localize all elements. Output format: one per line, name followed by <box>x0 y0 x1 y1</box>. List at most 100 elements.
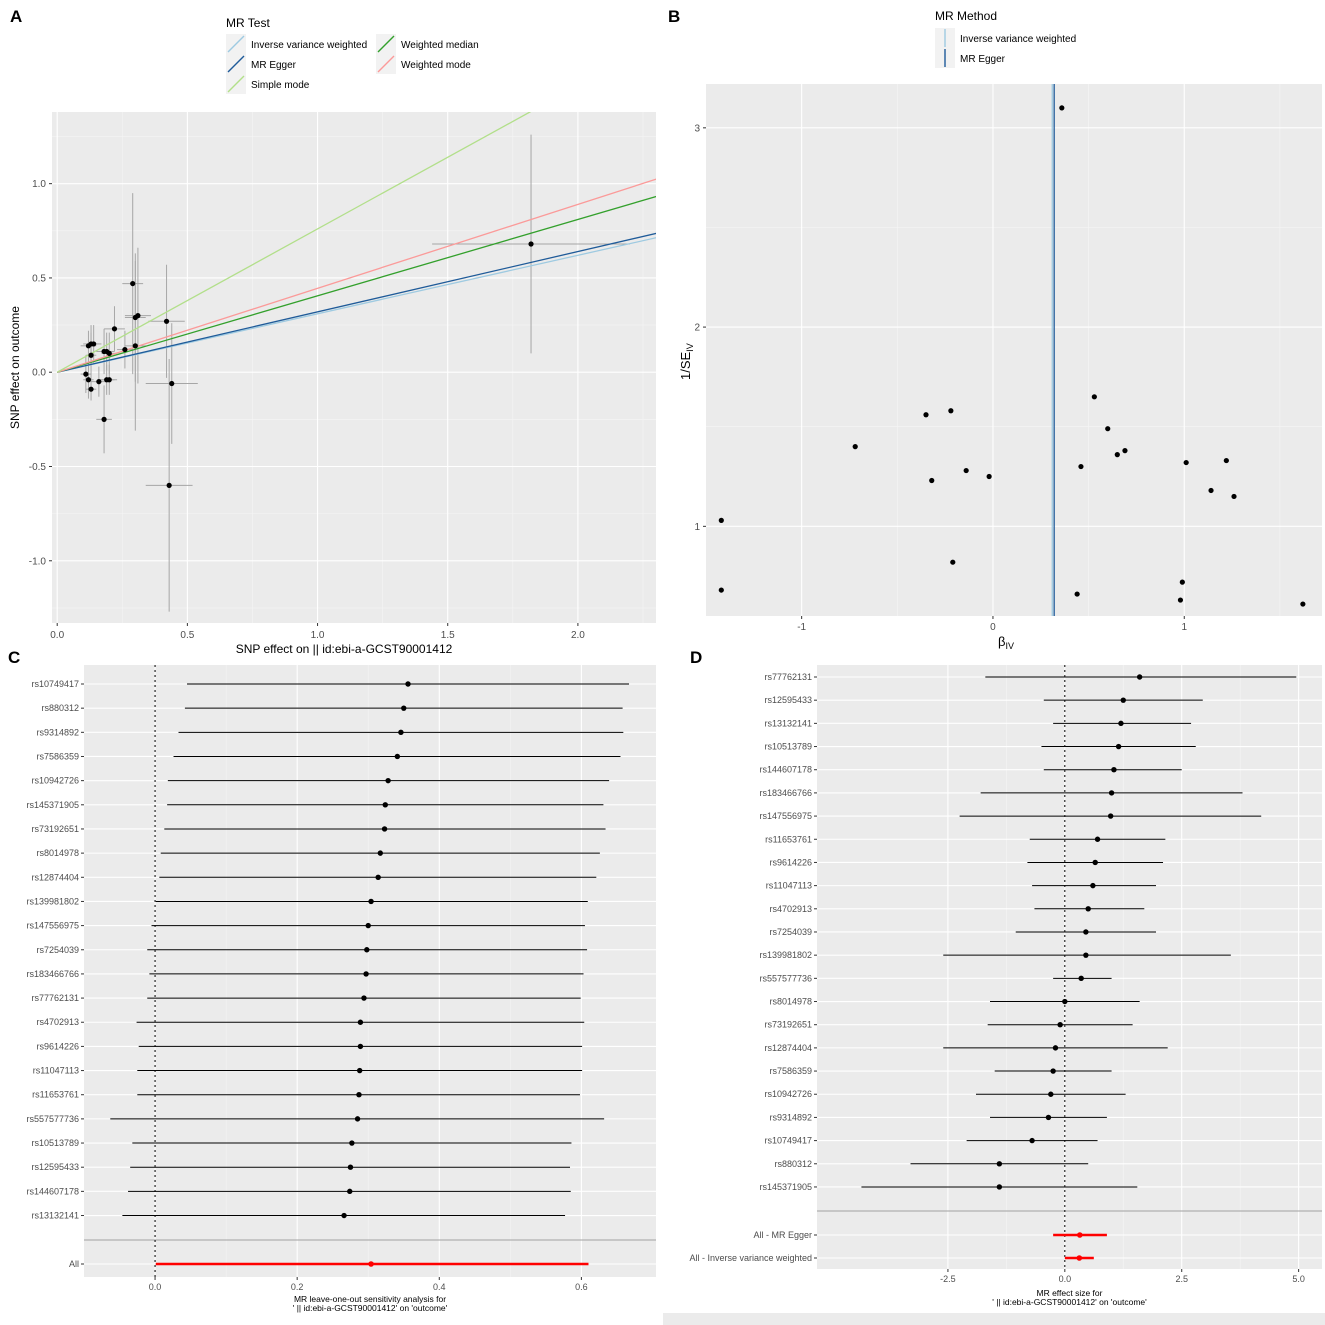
legend-key-line <box>377 55 395 73</box>
single-snp-row-label: rs144607178 <box>759 765 812 775</box>
single-snp-estimate-point <box>1092 859 1098 866</box>
loo-estimate-point <box>347 1164 354 1170</box>
x-tick-label: 1 <box>1181 622 1187 633</box>
single-snp-row-label: rs10749417 <box>764 1136 812 1146</box>
panel-letter-b: B <box>668 7 680 26</box>
funnel-point <box>1105 426 1111 432</box>
funnel-point <box>718 587 724 593</box>
loo-row-label: rs13132141 <box>31 1211 79 1221</box>
loo-estimate-point <box>364 947 370 953</box>
single-snp-estimate-point <box>1094 836 1101 842</box>
single-snp-row-label: rs147556975 <box>759 811 812 821</box>
x-tick-label: 0 <box>990 622 996 633</box>
x-tick-label: 0.0 <box>50 630 64 641</box>
single-snp-estimate-point <box>1108 790 1115 796</box>
x-axis-title: ' || id:ebi-a-GCST90001412' on 'outcome' <box>293 1303 448 1313</box>
loo-estimate-point <box>356 1092 362 1098</box>
y-axis-title-sub: IV <box>685 343 695 352</box>
loo-estimate-point <box>363 971 369 977</box>
legend-title: MR Test <box>226 16 270 30</box>
legend-label: MR Egger <box>960 54 1006 65</box>
y-tick-label: 0.0 <box>32 368 46 379</box>
x-tick-label: 0.2 <box>291 1282 304 1292</box>
funnel-point <box>1179 579 1185 585</box>
x-tick-label: 0.5 <box>180 630 194 641</box>
loo-row-label: rs73192651 <box>31 824 79 834</box>
loo-row-label: rs11653761 <box>32 1090 79 1100</box>
x-tick-label: -2.5 <box>940 1274 956 1284</box>
single-snp-row-label: rs7586359 <box>769 1066 812 1076</box>
funnel-point <box>1223 457 1229 464</box>
loo-estimate-point <box>385 777 391 784</box>
loo-estimate-point <box>405 681 411 687</box>
snp-point <box>88 386 94 392</box>
snp-point <box>166 482 172 488</box>
funnel-point <box>1091 394 1097 400</box>
loo-row-label: rs10513789 <box>31 1138 79 1148</box>
funnel-point <box>1300 601 1306 607</box>
loo-row-label: rs880312 <box>41 703 79 713</box>
single-snp-row-label: rs557577736 <box>759 973 812 983</box>
loo-row-label: rs9614226 <box>36 1041 79 1051</box>
single-snp-row-label: rs10513789 <box>764 742 812 752</box>
single-snp-estimate-point <box>1107 813 1114 819</box>
loo-estimate-point <box>361 995 367 1001</box>
legend-label: Inverse variance weighted <box>251 40 367 51</box>
snp-point <box>111 326 118 332</box>
single-snp-estimate-point <box>1111 767 1117 773</box>
single-snp-row-label: rs12874404 <box>764 1043 812 1053</box>
panel-letter-c: C <box>8 648 20 667</box>
x-tick-label: 0.4 <box>433 1282 446 1292</box>
single-snp-estimate-point <box>1052 1045 1059 1051</box>
loo-estimate-point <box>349 1140 355 1146</box>
funnel-point <box>963 467 969 474</box>
single-snp-estimate-point <box>1120 697 1126 703</box>
legend-label: Inverse variance weighted <box>960 34 1076 45</box>
single-snp-estimate-point <box>1083 952 1089 958</box>
funnel-point <box>986 473 992 480</box>
single-snp-estimate-point <box>1062 998 1068 1005</box>
single-snp-row-label: rs9314892 <box>769 1112 812 1122</box>
loo-row-label: rs557577736 <box>26 1114 79 1124</box>
y-tick-label: 1.0 <box>32 179 46 190</box>
loo-row-label: rs12874404 <box>31 872 79 882</box>
loo-row-label: rs12595433 <box>31 1162 79 1172</box>
x-tick-label: 2.0 <box>571 630 585 641</box>
funnel-point <box>1208 487 1214 494</box>
panel-background <box>84 665 656 1277</box>
single-snp-summary-point <box>1076 1255 1083 1261</box>
y-tick-label: 1 <box>694 522 700 533</box>
single-snp-row-label: rs11047113 <box>766 881 812 891</box>
loo-summary-point <box>368 1261 374 1267</box>
funnel-point <box>1078 463 1084 470</box>
single-snp-estimate-point <box>1078 975 1084 982</box>
panel-background <box>706 84 1322 616</box>
single-snp-estimate-point <box>1029 1137 1035 1144</box>
x-axis-title: SNP effect on || id:ebi-a-GCST90001412 <box>236 642 453 656</box>
single-snp-estimate-point <box>1048 1091 1054 1097</box>
x-tick-label: 2.5 <box>1175 1274 1188 1284</box>
snp-point <box>132 343 138 349</box>
x-tick-label: 1.5 <box>441 630 455 641</box>
funnel-point <box>852 444 858 450</box>
legend-key-line <box>227 55 245 73</box>
legend-label: Simple mode <box>251 80 310 91</box>
loo-row-label: rs139981802 <box>26 896 79 906</box>
x-axis-title: βIV <box>998 634 1014 651</box>
snp-point <box>96 379 102 385</box>
loo-estimate-point <box>356 1067 363 1074</box>
single-snp-summary-point <box>1076 1232 1083 1238</box>
funnel-point <box>1114 452 1120 458</box>
loo-estimate-point <box>347 1188 353 1195</box>
x-axis-title-sub: IV <box>1005 641 1014 651</box>
y-axis-title: SNP effect on outcome <box>8 306 22 429</box>
legend-label: Weighted median <box>401 40 479 51</box>
snp-point <box>163 318 170 324</box>
loo-estimate-point <box>375 874 381 880</box>
loo-estimate-point <box>382 802 388 808</box>
funnel-point <box>718 517 724 523</box>
legend-label: MR Egger <box>251 60 297 71</box>
mr-line-weighted-mode <box>57 178 656 373</box>
snp-point <box>88 352 94 358</box>
